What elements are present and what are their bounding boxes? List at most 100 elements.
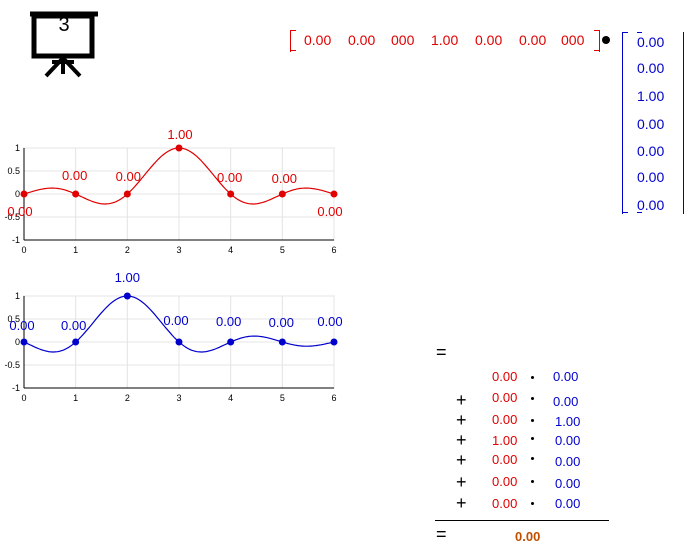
- sum-term-right: 0.00: [555, 496, 581, 511]
- data-point: [175, 338, 183, 346]
- sum-term-right: 0.00: [555, 433, 581, 448]
- column-vector-entry: 0.00: [637, 169, 665, 185]
- bracket-tick: [594, 50, 599, 51]
- column-vector-entry: 0.00: [637, 116, 665, 132]
- x-tick-label: 3: [176, 393, 181, 403]
- data-label: 0.00: [216, 314, 241, 329]
- data-label: 0.00: [217, 170, 242, 185]
- data-point: [278, 338, 286, 346]
- column-vector-entry: 0.00: [637, 60, 665, 76]
- y-tick-label: -0.5: [4, 360, 20, 370]
- plus-sign: +: [456, 472, 467, 492]
- sum-term-right: 0.00: [555, 476, 581, 491]
- data-label: 0.00: [317, 314, 342, 329]
- x-tick-label: 5: [280, 245, 285, 255]
- sum-term-left: 0.00: [492, 369, 518, 384]
- column-vector: 0.00 0.00 1.00 0.00 0.00 0.00 0.00: [622, 32, 684, 214]
- bracket-tick: [637, 32, 642, 33]
- row-vector-entry: 000: [391, 32, 415, 48]
- data-point: [123, 190, 131, 198]
- row-vector-entry: 0.00: [519, 32, 547, 48]
- row-vector-entry: 0.00: [304, 32, 332, 48]
- column-vector-entry: 1.00: [637, 88, 665, 104]
- red-signal-chart: 0 1 2 3 4 5 6 1 0.5 0 -0.5 -1 0.00 0.00 0.00 1.00 0.00 0.…: [4, 127, 342, 255]
- x-tick-label: 2: [125, 393, 130, 403]
- data-point: [123, 292, 131, 300]
- x-tick-label: 5: [280, 393, 285, 403]
- multiply-dot: [531, 502, 534, 505]
- y-tick-label: -1: [12, 383, 20, 393]
- x-tick-label: 2: [125, 245, 130, 255]
- data-point: [330, 338, 338, 346]
- sum-term-left: 0.00: [492, 390, 518, 405]
- y-tick-label: 1: [15, 291, 20, 301]
- plus-sign: +: [456, 430, 467, 450]
- multiply-dot: [531, 457, 534, 460]
- data-label: 0.00: [9, 318, 34, 333]
- bracket-tick: [637, 212, 642, 213]
- sum-term-left: 0.00: [492, 496, 518, 511]
- data-label: 0.00: [163, 313, 188, 328]
- y-tick-label: 0.5: [7, 166, 20, 176]
- blue-signal-chart: 0 1 2 3 4 5 6 1 0.5 0 -0.5 -1 0.00 0.00 1.00 0.00 0.00 0.…: [4, 270, 342, 403]
- data-label: 0.00: [269, 315, 294, 330]
- x-tick-label: 6: [331, 393, 336, 403]
- multiply-dot: [531, 419, 534, 422]
- result-equals-sign: =: [436, 524, 447, 544]
- sum-term-right: 0.00: [553, 394, 579, 409]
- row-vector-entry: 1.00: [431, 32, 459, 48]
- x-tick-label: 0: [21, 393, 26, 403]
- plus-sign: +: [456, 390, 467, 410]
- column-vector-entry: 0.00: [637, 34, 665, 50]
- data-point: [227, 338, 235, 346]
- column-vector-entry: 0.00: [637, 143, 665, 159]
- data-point: [20, 338, 28, 346]
- bracket-tick: [291, 50, 296, 51]
- sum-term-right: 0.00: [555, 454, 581, 469]
- data-label: 1.00: [115, 270, 140, 285]
- sum-term-right: 0.00: [553, 369, 579, 384]
- x-tick-label: 1: [73, 393, 78, 403]
- x-tick-label: 3: [176, 245, 181, 255]
- row-vector-entry: 000: [561, 32, 585, 48]
- presentation-board-icon: 3: [28, 10, 100, 78]
- sum-term-left: 0.00: [492, 452, 518, 467]
- data-point: [72, 190, 80, 198]
- row-vector-entry: 0.00: [348, 32, 376, 48]
- step-number: 3: [58, 14, 70, 36]
- sum-term-left: 1.00: [492, 433, 518, 448]
- x-tick-label: 6: [331, 245, 336, 255]
- bracket-tick: [291, 30, 296, 31]
- y-tick-label: 0: [15, 189, 20, 199]
- sum-term-left: 0.00: [492, 412, 518, 427]
- plus-sign: +: [456, 410, 467, 430]
- sum-term-left: 0.00: [492, 474, 518, 489]
- multiply-dot: [531, 480, 534, 483]
- result-value: 0.00: [515, 529, 541, 544]
- x-tick-label: 0: [21, 245, 26, 255]
- y-tick-label: -0.5: [4, 212, 20, 222]
- data-point: [175, 144, 183, 152]
- data-label: 0.00: [272, 171, 297, 186]
- data-label: 0.00: [116, 169, 141, 184]
- dot-product-operator: [602, 36, 610, 44]
- row-vector-entry: 0.00: [475, 32, 503, 48]
- plus-sign: +: [456, 493, 467, 513]
- sum-divider: [435, 520, 609, 521]
- data-label: 1.00: [167, 127, 192, 142]
- plus-sign: +: [456, 450, 467, 470]
- sum-term-right: 1.00: [555, 414, 581, 429]
- data-point: [20, 190, 28, 198]
- bracket-tick: [623, 32, 628, 33]
- data-point: [72, 338, 80, 346]
- bracket-tick: [623, 212, 628, 213]
- data-label: 0.00: [7, 204, 32, 219]
- row-vector: 0.00 0.00 000 1.00 0.00 0.00 000: [290, 30, 600, 52]
- column-vector-entry: 0.00: [637, 197, 665, 213]
- data-label: 0.00: [317, 204, 342, 219]
- data-label: 0.00: [61, 318, 86, 333]
- x-tick-label: 4: [228, 393, 233, 403]
- y-tick-label: 0: [15, 337, 20, 347]
- data-label: 0.00: [62, 168, 87, 183]
- multiply-dot: [531, 437, 534, 440]
